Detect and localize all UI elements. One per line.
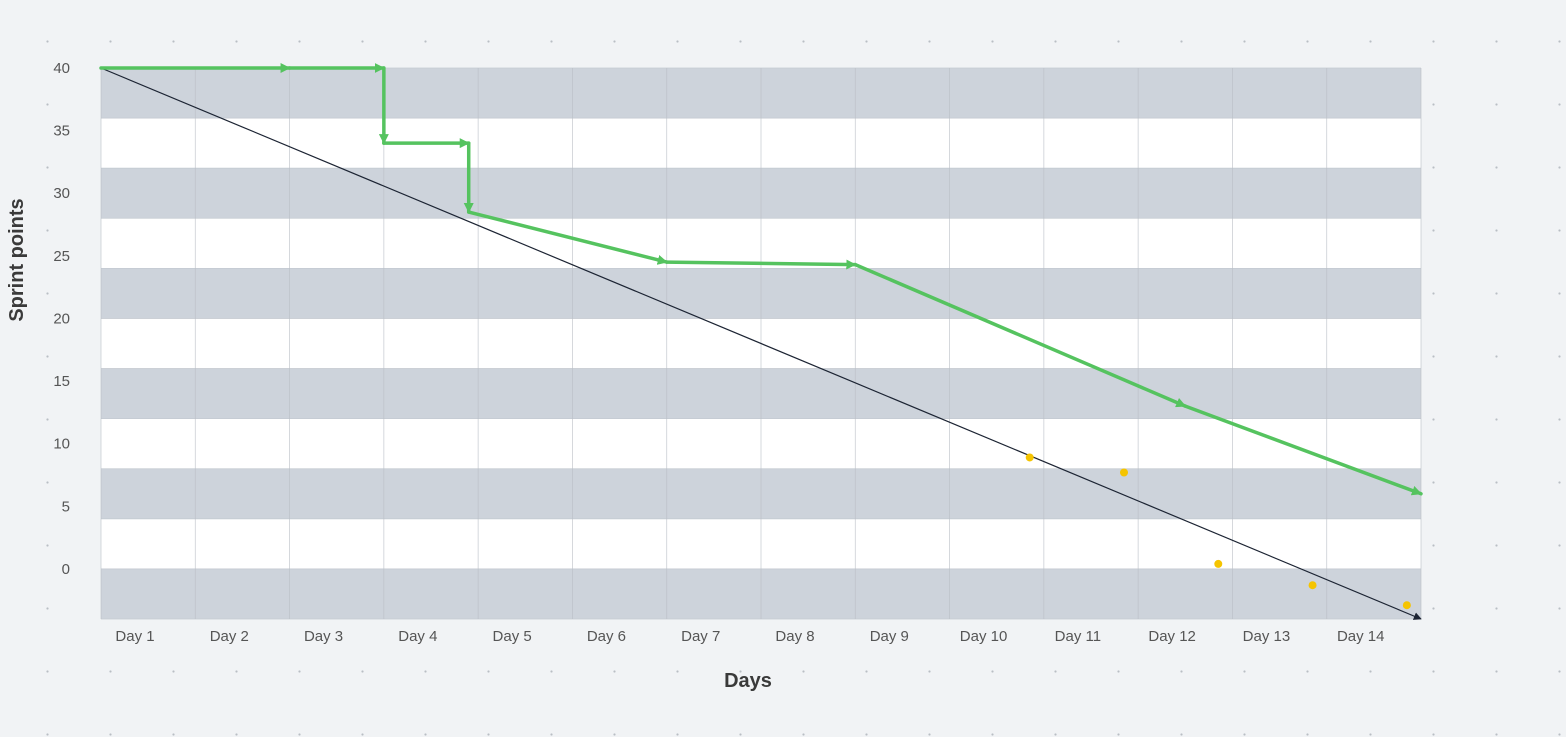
x-tick-label: Day 1 [115, 628, 154, 645]
y-tick-label: 15 [53, 373, 70, 390]
y-tick-label: 30 [53, 185, 70, 202]
scope-change-point [1025, 453, 1034, 462]
scope-points-layer [1025, 453, 1411, 610]
vertical-gridlines [100, 68, 1422, 619]
y-tick-label: 20 [53, 310, 70, 327]
y-tick-label: 5 [62, 498, 70, 515]
x-tick-label: Day 6 [587, 628, 626, 645]
x-tick-label: Day 14 [1337, 628, 1385, 645]
scope-change-point [1402, 601, 1411, 610]
x-axis-ticks: Day 1 Day 2 Day 3 Day 4 Day 5 Day 6 Day 7 Day 8… [115, 628, 1384, 645]
x-tick-label: Day 13 [1243, 628, 1291, 645]
y-tick-label: 25 [53, 248, 70, 265]
x-tick-label: Day 5 [493, 628, 532, 645]
x-tick-label: Day 2 [210, 628, 249, 645]
scope-change-point [1214, 559, 1223, 568]
y-tick-label: 10 [53, 436, 70, 453]
actual-burndown-segment [1183, 404, 1423, 496]
scope-change-point [1308, 581, 1317, 590]
x-tick-label: Day 4 [398, 628, 437, 645]
y-tick-label: 35 [53, 123, 70, 140]
ideal-line-layer [100, 67, 1422, 620]
x-tick-label: Day 11 [1055, 628, 1101, 645]
x-axis-title: Days [724, 670, 772, 692]
x-tick-label: Day 10 [960, 628, 1008, 645]
x-tick-label: Day 7 [681, 628, 720, 645]
ideal-burndown-line [100, 67, 1422, 620]
y-tick-label: 40 [53, 60, 70, 77]
actual-burndown-segment [664, 259, 858, 270]
scope-change-point [1120, 468, 1128, 477]
y-tick-label: 0 [62, 561, 70, 578]
y-axis-title: Sprint points [6, 198, 28, 321]
actual-burndown-segment [466, 210, 669, 265]
x-tick-label: Day 9 [870, 628, 909, 645]
y-axis-ticks: 0 5 10 15 20 25 30 35 40 [53, 60, 70, 578]
x-tick-label: Day 12 [1148, 628, 1196, 645]
actual-burndown-segment [853, 262, 1188, 408]
x-tick-label: Day 8 [775, 628, 814, 645]
actual-line-layer [99, 63, 1423, 496]
x-tick-label: Day 3 [304, 628, 343, 645]
